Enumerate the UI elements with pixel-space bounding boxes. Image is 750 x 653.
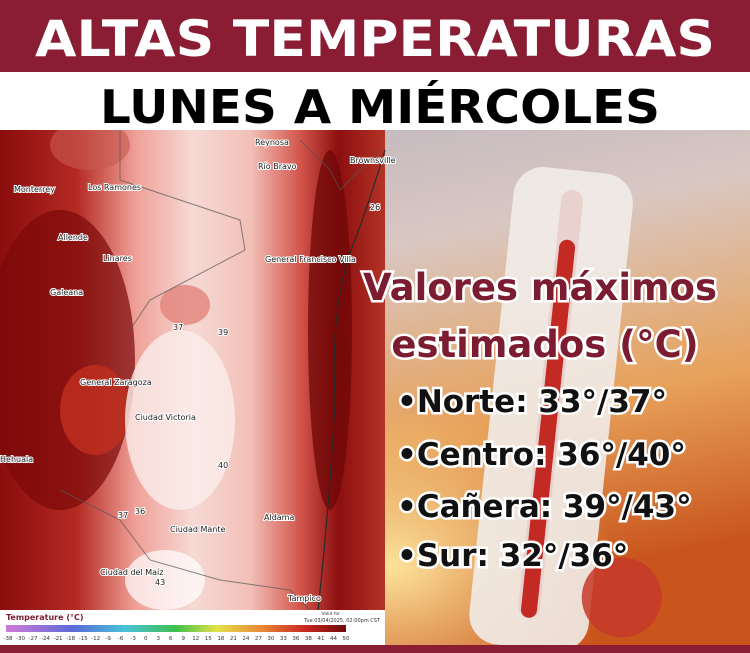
map-label: 36 <box>135 507 145 516</box>
legend-tick: 50 <box>343 636 350 642</box>
legend-tick: 30 <box>267 636 274 642</box>
map-label: Tampico <box>287 594 321 603</box>
legend-tick: -15 <box>79 636 88 642</box>
map-label: Aldama <box>264 513 294 522</box>
map-label: Ciudad Mante <box>170 525 225 534</box>
legend-tick: -38 <box>4 636 13 642</box>
valid-date: Tue 03/04/2025, 02:00pm CST <box>303 618 381 624</box>
legend-tick: 18 <box>217 636 224 642</box>
legend-tick: 0 <box>144 636 148 642</box>
panel-heading: Valores máximos <box>363 266 717 309</box>
legend-tick: 38 <box>305 636 312 642</box>
legend-tick: -24 <box>41 636 50 642</box>
map-label: Río Bravo <box>258 162 297 171</box>
panel-item: •Centro: 36°/40° <box>397 437 686 473</box>
subtitle-band <box>0 72 750 130</box>
color-bar <box>6 625 346 632</box>
panel-item: •Sur: 32°/36° <box>397 538 628 574</box>
legend-tick: -27 <box>29 636 38 642</box>
map-label: General Francisco Villa <box>265 255 356 264</box>
temperature-map <box>0 120 386 611</box>
title-band <box>0 0 750 72</box>
legend-tick: 36 <box>292 636 299 642</box>
map-label: Ciudad Victoria <box>135 413 196 422</box>
map-label: Ciudad del Maíz <box>100 568 163 577</box>
legend-tick: 12 <box>192 636 199 642</box>
legend-tick: 21 <box>230 636 237 642</box>
map-label: Brownsville <box>350 156 396 165</box>
legend-tick: -3 <box>130 636 136 642</box>
footer-band <box>0 645 750 653</box>
map-label: Los Ramones <box>88 183 141 192</box>
panel-item: •Norte: 33°/37° <box>397 384 667 420</box>
legend-tick: 9 <box>182 636 186 642</box>
panel-heading: estimados (°C) <box>391 323 698 366</box>
map-label: Reynosa <box>255 138 289 147</box>
thermometer <box>469 167 662 651</box>
legend-tick: -21 <box>54 636 63 642</box>
legend-tick: 3 <box>156 636 160 642</box>
legend-tick: -30 <box>16 636 25 642</box>
legend-tick: 6 <box>169 636 173 642</box>
map-label: 40 <box>218 461 228 470</box>
legend-tick: 44 <box>330 636 337 642</box>
map-label: 43 <box>155 578 165 587</box>
legend-tick: 41 <box>317 636 324 642</box>
valid-label: Valid for <box>322 611 341 617</box>
map-label: 37 <box>173 323 183 332</box>
map-label: Allende <box>58 233 88 242</box>
subtitle: LUNES A MIÉRCOLES <box>100 80 660 134</box>
panel-item: •Cañera: 39°/43° <box>397 489 692 525</box>
map-label: Galeana <box>50 288 83 297</box>
map-label: Hehuala <box>0 455 33 464</box>
map-label: Linares <box>103 254 132 263</box>
legend-tick: -18 <box>66 636 75 642</box>
map-label: 39 <box>218 328 228 337</box>
title: ALTAS TEMPERATURAS <box>35 10 715 68</box>
legend-tick: 33 <box>280 636 287 642</box>
legend-tick: -9 <box>105 636 111 642</box>
map-label: 37 <box>118 511 128 520</box>
map-label: 26 <box>370 203 380 212</box>
map-label: General Zaragoza <box>80 378 152 387</box>
legend-tick: 24 <box>242 636 249 642</box>
legend-tick: -6 <box>118 636 124 642</box>
legend-tick: 15 <box>205 636 212 642</box>
legend-tick: 27 <box>255 636 262 642</box>
legend-tick: -12 <box>91 636 100 642</box>
map-label: Monterrey <box>14 185 55 194</box>
legend-title: Temperature (°C) <box>6 613 84 622</box>
